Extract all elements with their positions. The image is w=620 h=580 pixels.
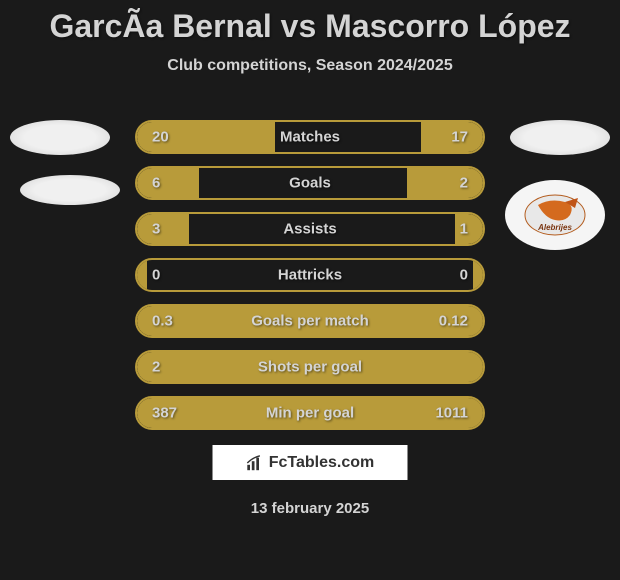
stat-value-right: 0 xyxy=(460,267,468,284)
stat-row-goals: 6 Goals 2 xyxy=(135,166,485,200)
alebrijes-logo-icon: Alebrijes xyxy=(520,190,590,240)
stat-value-right: 2 xyxy=(460,175,468,192)
stat-value-right: 0.12 xyxy=(439,313,468,330)
stat-value-right: 1011 xyxy=(435,405,468,422)
stat-label: Goals xyxy=(137,175,483,192)
page-title: GarcÃ­a Bernal vs Mascorro López xyxy=(0,0,620,45)
stat-value-right: 17 xyxy=(451,129,468,146)
stat-row-assists: 3 Assists 1 xyxy=(135,212,485,246)
stat-value-right: 1 xyxy=(460,221,468,238)
brand-badge: FcTables.com xyxy=(213,445,408,480)
stat-label: Shots per goal xyxy=(137,359,483,376)
stat-label: Hattricks xyxy=(137,267,483,284)
brand-text: FcTables.com xyxy=(269,454,375,472)
date-label: 13 february 2025 xyxy=(0,500,620,517)
comparison-card: GarcÃ­a Bernal vs Mascorro López Club co… xyxy=(0,0,620,580)
stat-row-min-per-goal: 387 Min per goal 1011 xyxy=(135,396,485,430)
stat-label: Goals per match xyxy=(137,313,483,330)
player-right-avatar-placeholder xyxy=(510,120,610,155)
team-left-logo-placeholder xyxy=(20,175,120,205)
stat-label: Min per goal xyxy=(137,405,483,422)
stat-value-left: 387 xyxy=(152,405,177,422)
stat-value-left: 3 xyxy=(152,221,160,238)
chart-icon xyxy=(246,454,264,472)
stat-row-matches: 20 Matches 17 xyxy=(135,120,485,154)
subtitle: Club competitions, Season 2024/2025 xyxy=(0,57,620,75)
player-left-avatar-placeholder xyxy=(10,120,110,155)
stat-value-left: 0.3 xyxy=(152,313,173,330)
stat-label: Matches xyxy=(137,129,483,146)
stat-row-shots-per-goal: 2 Shots per goal xyxy=(135,350,485,384)
stat-value-left: 2 xyxy=(152,359,160,376)
stat-value-left: 0 xyxy=(152,267,160,284)
stats-table: 20 Matches 17 6 Goals 2 3 Assists 1 0 Ha… xyxy=(135,120,485,442)
stat-label: Assists xyxy=(137,221,483,238)
stat-value-left: 6 xyxy=(152,175,160,192)
team-right-logo: Alebrijes xyxy=(505,180,605,250)
stat-row-goals-per-match: 0.3 Goals per match 0.12 xyxy=(135,304,485,338)
svg-text:Alebrijes: Alebrijes xyxy=(537,223,572,232)
stat-row-hattricks: 0 Hattricks 0 xyxy=(135,258,485,292)
stat-value-left: 20 xyxy=(152,129,169,146)
